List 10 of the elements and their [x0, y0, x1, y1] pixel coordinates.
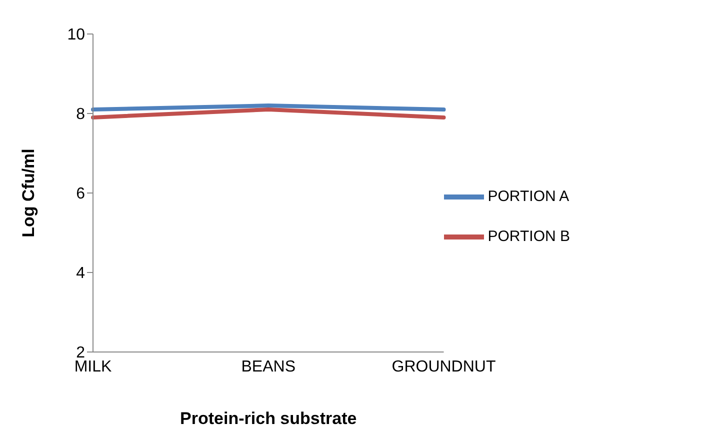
y-tick-label: 4	[76, 265, 86, 282]
x-tick-label: BEANS	[241, 358, 296, 376]
x-tick-label: GROUNDNUT	[392, 358, 496, 376]
x-axis-title: Protein-rich substrate	[180, 409, 357, 428]
y-tick-label: 10	[67, 26, 86, 44]
y-axis-title: Log Cfu/ml	[19, 148, 38, 238]
y-tick-label: 6	[76, 186, 86, 203]
legend-label: PORTION B	[488, 228, 570, 245]
legend-label: PORTION A	[488, 188, 570, 205]
y-tick-label: 8	[76, 106, 86, 124]
